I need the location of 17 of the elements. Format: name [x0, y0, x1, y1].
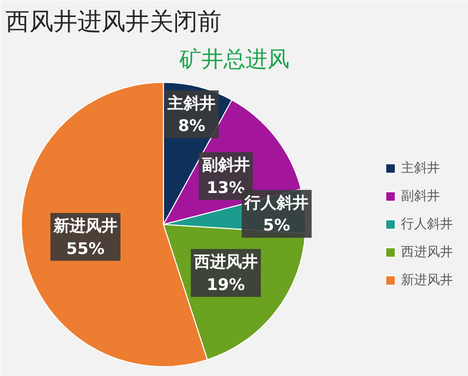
- data-label: 13%: [206, 178, 245, 197]
- slice-label: 主斜井: [166, 93, 216, 112]
- legend-label: 西进风井: [401, 244, 453, 261]
- data-label: 5%: [263, 216, 290, 235]
- legend-label: 主斜井: [401, 160, 440, 177]
- slice-label: 新进风井: [52, 216, 118, 235]
- slice-label: 行人斜井: [244, 192, 309, 212]
- data-label: 8%: [178, 116, 206, 136]
- chart-title: 西风井进风井关闭前: [6, 8, 222, 36]
- legend-label: 副斜井: [401, 188, 440, 205]
- data-label: 19%: [206, 274, 245, 294]
- data-label: 55%: [66, 238, 105, 258]
- slice-label: 副斜井: [202, 155, 250, 174]
- legend-label: 新进风井: [401, 272, 453, 289]
- slice-label: 西进风井: [192, 252, 258, 272]
- chart-subtitle: 矿井总进风: [178, 48, 290, 72]
- legend-label: 行人斜井: [401, 216, 453, 233]
